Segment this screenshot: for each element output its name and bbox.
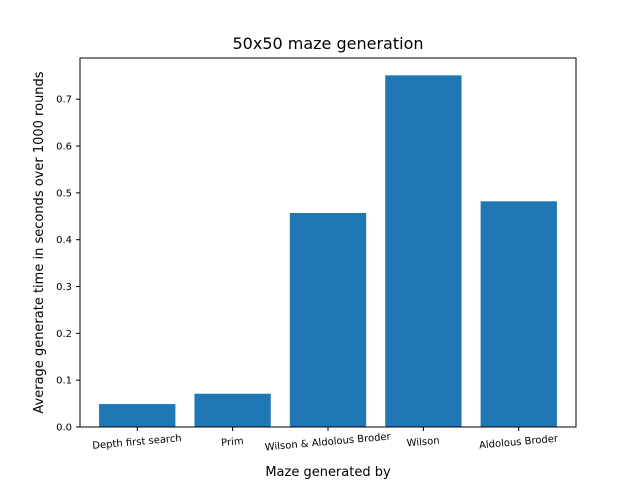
- x-tick-label: Wilson: [406, 436, 440, 450]
- y-tick-label: 0.5: [56, 188, 72, 199]
- bar-3: [385, 75, 462, 427]
- y-ticks-group: 0.0 0.1 0.2 0.3 0.4 0.5 0.6 0.7: [56, 95, 80, 434]
- y-tick-label: 0.0: [56, 423, 72, 434]
- bar-1: [194, 393, 271, 427]
- y-axis-label: Average generate time in seconds over 10…: [32, 71, 47, 413]
- chart-title: 50x50 maze generation: [232, 34, 423, 53]
- x-axis-label: Maze generated by: [265, 465, 391, 480]
- y-tick-label: 0.3: [56, 282, 72, 293]
- x-tick-label: Prim: [221, 436, 244, 449]
- y-tick-label: 0.1: [56, 376, 72, 387]
- bar-0: [99, 404, 176, 427]
- y-tick-label: 0.6: [56, 142, 72, 153]
- bar-4: [480, 201, 557, 427]
- bar-2: [289, 213, 367, 427]
- y-tick-label: 0.7: [56, 95, 72, 106]
- bars-group: [99, 75, 557, 427]
- y-tick-label: 0.4: [56, 235, 72, 246]
- plot-frame: [79, 57, 577, 428]
- y-tick-label: 0.2: [56, 329, 72, 340]
